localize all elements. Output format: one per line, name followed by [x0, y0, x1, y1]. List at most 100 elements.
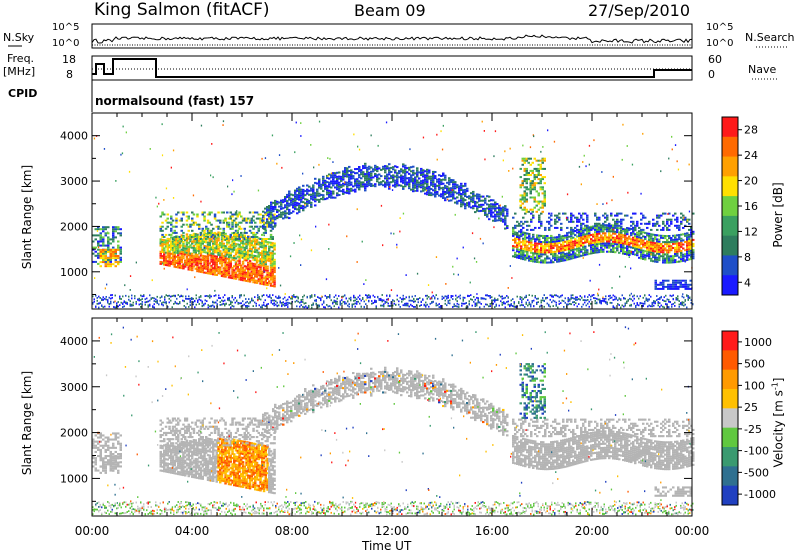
- heatmap-cell: [210, 248, 213, 251]
- heatmap-cell: [576, 245, 579, 248]
- heatmap-cell: [654, 287, 657, 290]
- heatmap-cell: [525, 174, 528, 176]
- heatmap-cell: [662, 245, 665, 248]
- heatmap-cell: [192, 240, 196, 243]
- heatmap-cell: [227, 266, 231, 269]
- heatmap-cell: [92, 246, 95, 249]
- heatmap-cell: [234, 233, 238, 236]
- heatmap-cell: [582, 303, 584, 306]
- heatmap-cell: [448, 191, 451, 194]
- heatmap-cell: [518, 255, 521, 257]
- heatmap-cell: [646, 254, 649, 257]
- heatmap-cell: [182, 240, 185, 243]
- heatmap-cell: [274, 216, 277, 219]
- heatmap-cell: [288, 202, 291, 205]
- heatmap-cell: [267, 295, 269, 298]
- heatmap-cell: [97, 226, 100, 229]
- heatmap-cell: [290, 302, 292, 305]
- heatmap-cell: [504, 223, 507, 226]
- heatmap-cell: [231, 256, 234, 259]
- heatmap-cell: [326, 296, 328, 298]
- heatmap-cell: [269, 276, 273, 279]
- heatmap-cell: [550, 249, 553, 252]
- heatmap-cell: [478, 199, 481, 202]
- heatmap-cell: [394, 183, 397, 186]
- heatmap-cell: [537, 159, 540, 162]
- heatmap-cell: [602, 244, 605, 247]
- heatmap-cell: [432, 193, 435, 196]
- heatmap-cell: [534, 244, 537, 247]
- heatmap-cell: [101, 299, 103, 301]
- heatmap-cell: [626, 231, 629, 233]
- heatmap-cell: [255, 257, 259, 260]
- heatmap-cell: [213, 243, 217, 245]
- heatmap-cell: [676, 226, 679, 229]
- heatmap-cell: [201, 238, 204, 241]
- heatmap-cell: [523, 178, 526, 181]
- heatmap-cell: [270, 301, 272, 304]
- heatmap-cell: [252, 299, 254, 302]
- heatmap-cell: [286, 196, 289, 198]
- heatmap-cell: [426, 185, 429, 188]
- heatmap-cell: [231, 221, 234, 224]
- heatmap-cell: [344, 167, 347, 169]
- heatmap-cell: [206, 255, 210, 258]
- heatmap-cell: [257, 251, 260, 254]
- heatmap-cell: [187, 258, 190, 261]
- heatmap-cell: [170, 252, 173, 255]
- heatmap-cell: [540, 249, 543, 252]
- heatmap-cell: [227, 251, 231, 254]
- heatmap-cell: [692, 212, 695, 215]
- heatmap-cell: [488, 218, 491, 221]
- heatmap-cell: [340, 186, 343, 189]
- heatmap-cell: [185, 253, 189, 256]
- heatmap-cell: [632, 232, 635, 235]
- heatmap-cell: [210, 266, 213, 269]
- heatmap-cell: [104, 226, 107, 229]
- heatmap-cell: [175, 255, 178, 258]
- heatmap-cell: [255, 261, 259, 264]
- heatmap-cell: [97, 234, 100, 237]
- heatmap-cell: [578, 239, 581, 242]
- heatmap-cell: [614, 222, 617, 225]
- heatmap-cell: [318, 178, 321, 181]
- heatmap-cell: [241, 260, 245, 263]
- heatmap-cell: [561, 294, 563, 297]
- heatmap-cell: [476, 193, 479, 196]
- heatmap-cell: [494, 297, 496, 300]
- heatmap-cell: [250, 219, 253, 222]
- heatmap-cell: [396, 172, 399, 175]
- heatmap-cell: [241, 217, 245, 220]
- heatmap-cell: [264, 240, 267, 243]
- heatmap-cell: [175, 236, 178, 238]
- heatmap-cell: [215, 239, 218, 242]
- heatmap-cell: [231, 215, 234, 218]
- heatmap-cell: [626, 245, 629, 248]
- heatmap-cell: [192, 259, 196, 262]
- heatmap-cell: [236, 235, 239, 238]
- heatmap-cell: [586, 216, 589, 219]
- heatmap-cell: [542, 247, 545, 250]
- heatmap-cell: [213, 251, 217, 254]
- heatmap-cell: [562, 239, 565, 242]
- heatmap-cell: [264, 238, 267, 240]
- heatmap-cell: [201, 229, 204, 232]
- heatmap-cell: [500, 213, 503, 216]
- heatmap-cell: [114, 306, 116, 309]
- heatmap-cell: [425, 305, 427, 308]
- heatmap-cell: [362, 297, 364, 299]
- heatmap-cell: [512, 216, 515, 219]
- heatmap-cell: [574, 244, 577, 247]
- heatmap-cell: [257, 265, 260, 268]
- heatmap-cell: [208, 262, 211, 265]
- heatmap-cell: [346, 191, 349, 194]
- heatmap-cell: [117, 228, 120, 231]
- heatmap-cell: [536, 250, 539, 253]
- heatmap-cell: [674, 242, 677, 245]
- heatmap-cell: [227, 268, 231, 271]
- heatmap-cell: [113, 301, 115, 304]
- heatmap-cell: [262, 267, 266, 269]
- heatmap-cell: [523, 190, 526, 193]
- heatmap-cell: [690, 226, 693, 229]
- heatmap-cell: [669, 283, 672, 286]
